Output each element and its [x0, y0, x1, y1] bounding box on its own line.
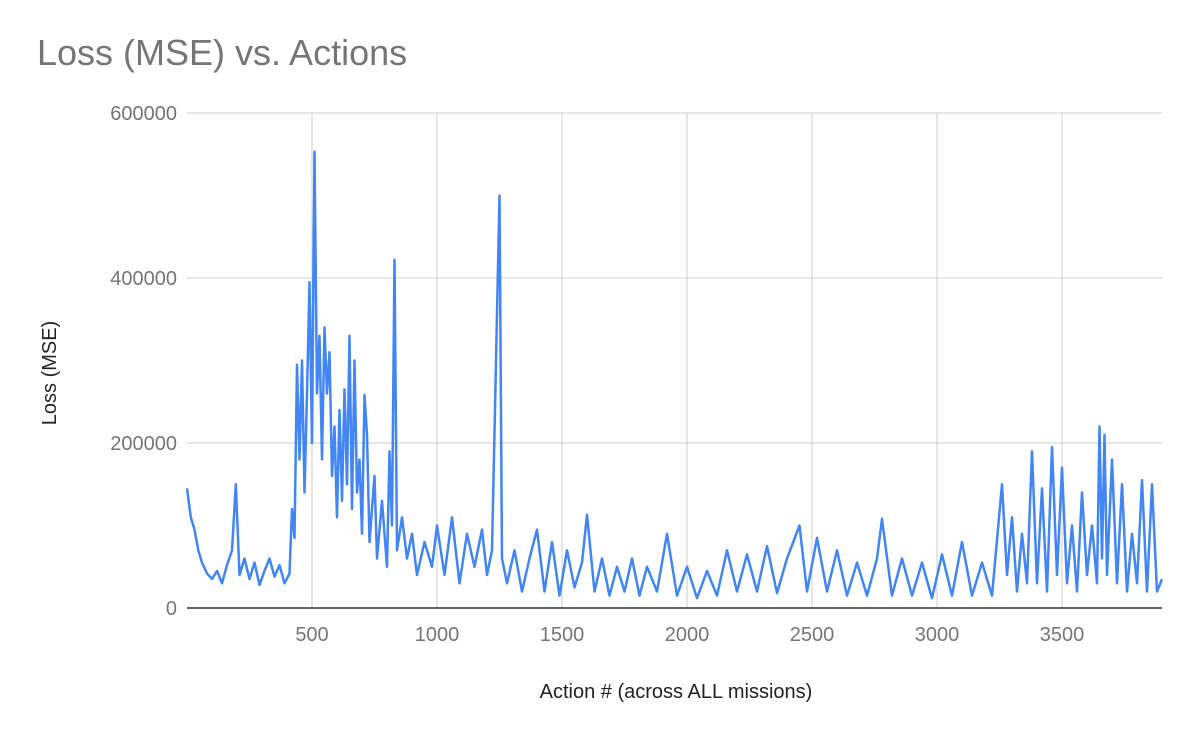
series-layer: [185, 150, 1164, 600]
x-axis-label: Action # (across ALL missions): [540, 681, 813, 703]
gridlines: [187, 112, 1162, 608]
y-axis-label: Loss (MSE): [39, 321, 61, 425]
tick-labels: 0 200000 400000 600000 500 1000 1500 2000 2500 30…: [110, 103, 1084, 646]
x-tick-label: 3500: [1040, 624, 1085, 646]
y-tick-label: 400000: [110, 268, 177, 290]
x-tick-label: 2500: [790, 624, 835, 646]
x-tick-label: 500: [295, 624, 328, 646]
x-tick-label: 3000: [915, 624, 960, 646]
x-tick-label: 1500: [540, 624, 585, 646]
x-tick-label: 2000: [665, 624, 710, 646]
y-tick-label: 200000: [110, 433, 177, 455]
y-tick-label: 600000: [110, 103, 177, 125]
series-line-0: [185, 150, 1164, 600]
y-tick-label: 0: [166, 598, 177, 620]
chart-title: Loss (MSE) vs. Actions: [37, 32, 408, 73]
x-tick-label: 1000: [415, 624, 460, 646]
